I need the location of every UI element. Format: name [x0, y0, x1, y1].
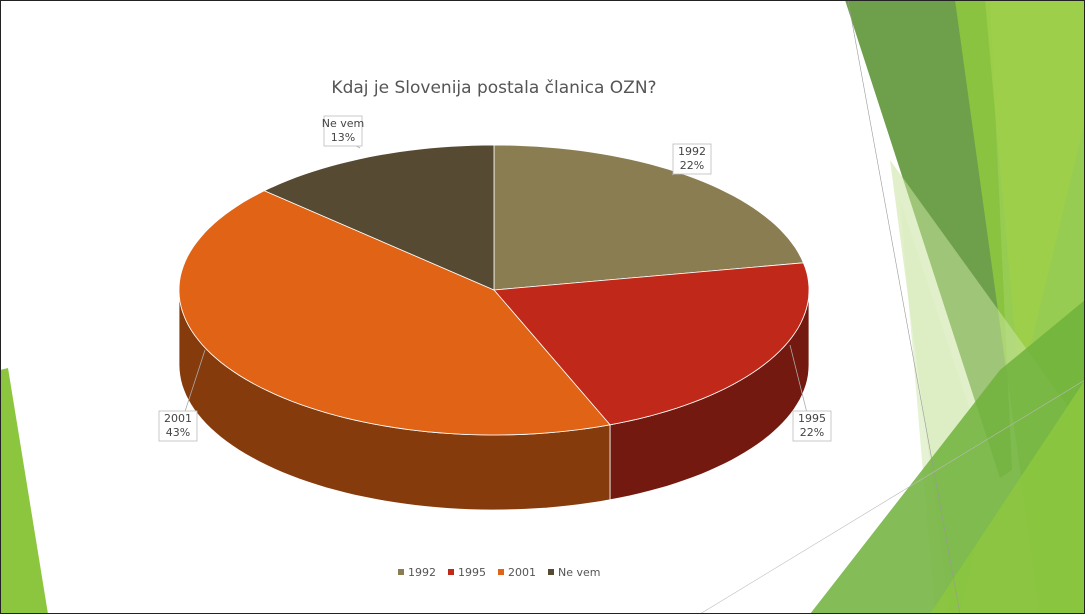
legend-swatch	[398, 569, 404, 575]
label-category: Ne vem	[322, 117, 365, 130]
label-category: 1992	[678, 145, 706, 158]
label-category: 2001	[164, 412, 192, 425]
label-category: 1995	[798, 412, 826, 425]
legend-swatch	[448, 569, 454, 575]
label-value: 22%	[800, 426, 824, 439]
label-box	[672, 143, 712, 175]
legend-label: 2001	[508, 566, 536, 579]
legend: 1992 1995 2001 Ne vem	[398, 566, 601, 579]
label-value: 13%	[331, 131, 355, 144]
chart-title: Kdaj je Slovenija postala članica OZN?	[331, 78, 656, 98]
legend-swatch	[548, 569, 554, 575]
label-value: 43%	[166, 426, 190, 439]
legend-label: Ne vem	[558, 566, 601, 579]
label-box	[792, 410, 832, 442]
label-box	[323, 115, 363, 147]
slice	[493, 144, 804, 291]
legend-label: 1992	[408, 566, 436, 579]
slice	[178, 190, 611, 436]
slice	[263, 144, 495, 291]
label-box	[158, 410, 198, 442]
label-value: 22%	[680, 159, 704, 172]
slice	[493, 262, 810, 426]
pie	[178, 144, 810, 511]
legend-label: 1995	[458, 566, 486, 579]
legend-swatch	[498, 569, 504, 575]
